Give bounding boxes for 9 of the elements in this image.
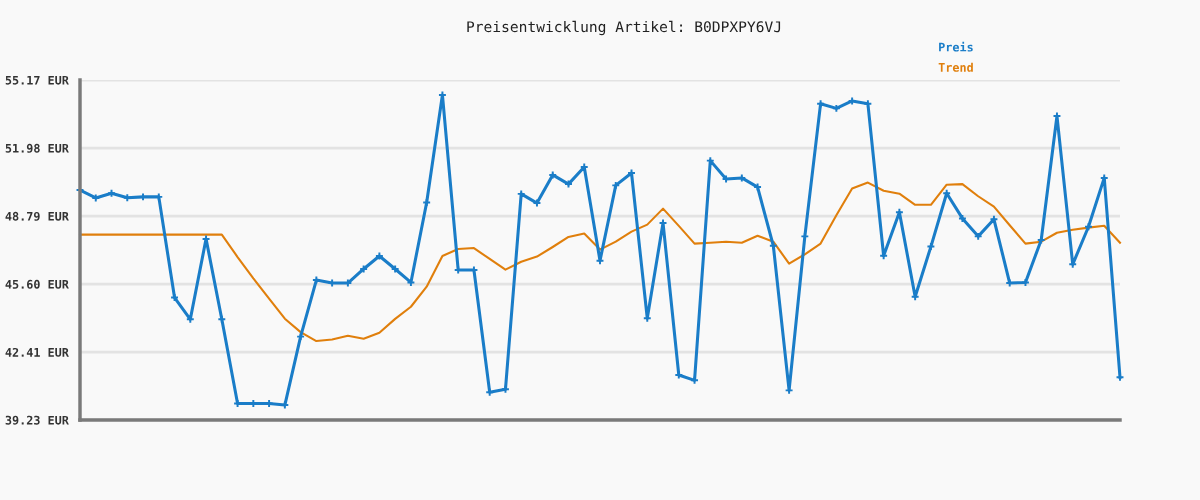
y-tick-label: 39.23 EUR <box>5 415 69 425</box>
y-tick-label: 55.17 EUR <box>5 75 69 85</box>
y-tick-label: 51.98 EUR <box>5 143 69 153</box>
y-tick-label: 42.41 EUR <box>5 347 69 357</box>
y-tick-label: 48.79 EUR <box>5 211 69 221</box>
chart-title: Preisentwicklung Artikel: B0DPXPY6VJ <box>467 20 781 36</box>
text: Preis <box>939 41 973 52</box>
text: Trend <box>938 62 973 72</box>
y-tick-label: 45.60 EUR <box>5 279 69 289</box>
